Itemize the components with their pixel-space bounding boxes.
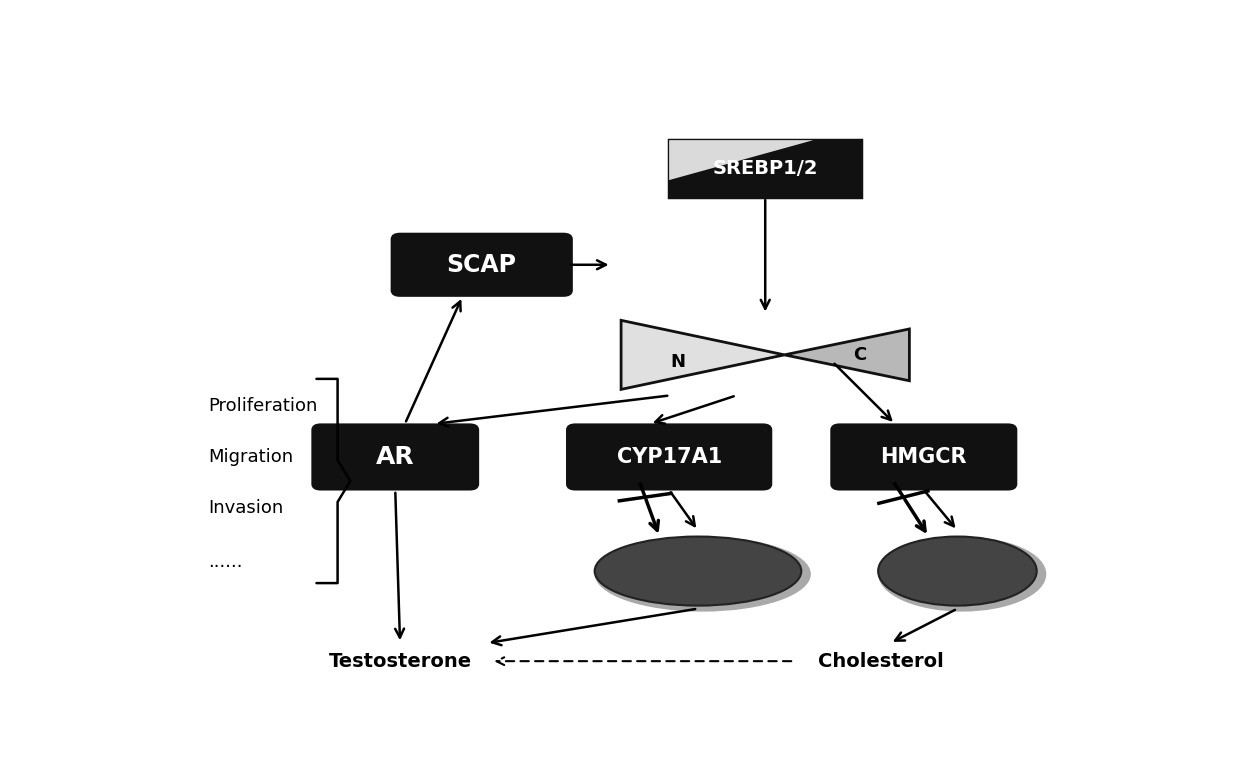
FancyArrowPatch shape	[671, 492, 694, 526]
FancyBboxPatch shape	[832, 425, 1016, 489]
Text: HMGCR: HMGCR	[880, 447, 967, 467]
Text: ......: ......	[208, 553, 242, 571]
FancyArrowPatch shape	[492, 609, 696, 645]
Text: Invasion: Invasion	[208, 499, 283, 517]
FancyBboxPatch shape	[392, 235, 572, 295]
FancyArrowPatch shape	[835, 363, 892, 420]
FancyBboxPatch shape	[670, 140, 862, 197]
Ellipse shape	[595, 537, 811, 612]
FancyArrowPatch shape	[761, 200, 770, 309]
Polygon shape	[785, 329, 909, 381]
FancyArrowPatch shape	[396, 493, 404, 637]
Text: Proliferation: Proliferation	[208, 397, 317, 415]
Text: AR: AR	[376, 445, 414, 469]
FancyArrowPatch shape	[405, 301, 460, 421]
Ellipse shape	[595, 537, 801, 605]
Polygon shape	[621, 321, 785, 389]
Text: Migration: Migration	[208, 448, 293, 466]
Polygon shape	[670, 140, 813, 180]
FancyArrowPatch shape	[895, 610, 955, 640]
FancyArrowPatch shape	[570, 261, 606, 269]
FancyBboxPatch shape	[568, 425, 770, 489]
Text: N: N	[671, 353, 686, 370]
FancyBboxPatch shape	[312, 425, 477, 489]
Text: Testosterone: Testosterone	[329, 651, 471, 671]
Text: SREBP1/2: SREBP1/2	[713, 159, 818, 178]
FancyArrowPatch shape	[439, 395, 667, 427]
Text: SCAP: SCAP	[446, 253, 517, 277]
Text: Cholesterol: Cholesterol	[817, 651, 944, 671]
FancyArrowPatch shape	[655, 396, 734, 424]
Text: CYP17A1: CYP17A1	[616, 447, 722, 467]
Ellipse shape	[878, 537, 1037, 605]
Text: C: C	[853, 346, 866, 363]
Ellipse shape	[878, 537, 1047, 612]
FancyArrowPatch shape	[925, 492, 954, 526]
